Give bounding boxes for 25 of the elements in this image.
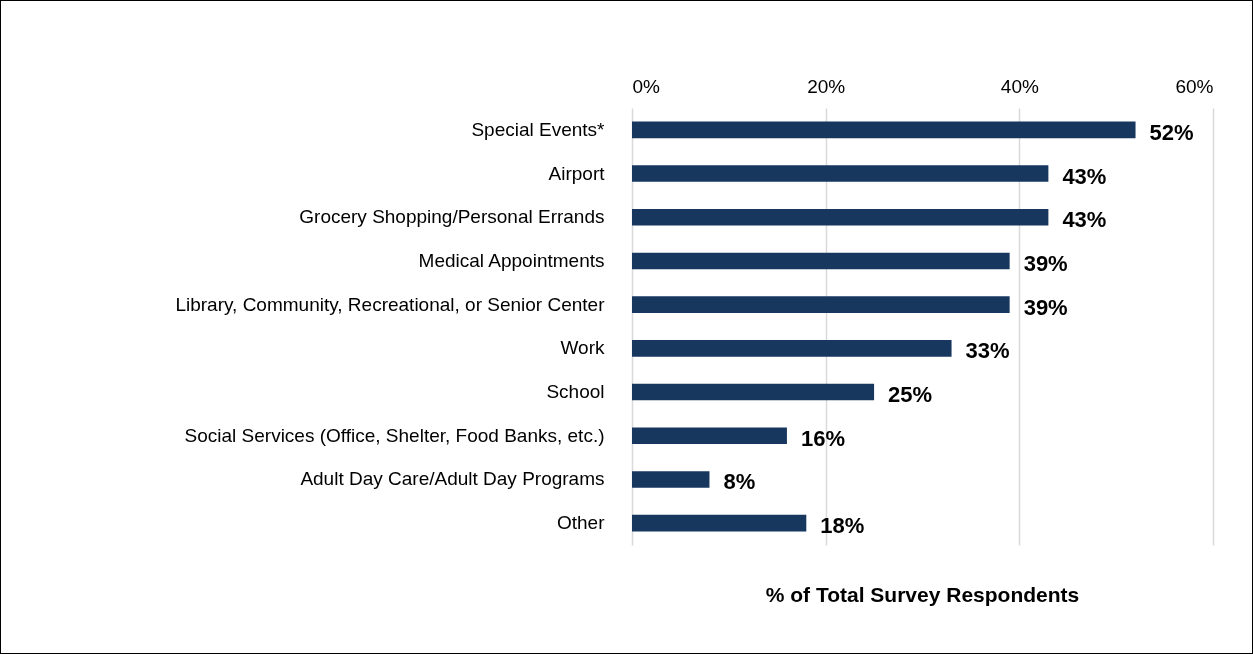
- data-label: 39%: [1023, 294, 1068, 320]
- y-tick-label: Social Services (Office, Shelter, Food Banks, etc.): [184, 424, 605, 446]
- y-tick-label: Airport: [548, 162, 606, 184]
- data-label: 39%: [1023, 250, 1068, 276]
- y-tick-label: Library, Community, Recreational, or Senior Center: [175, 293, 606, 315]
- data-label: 18%: [820, 513, 865, 539]
- data-label: 25%: [888, 382, 933, 408]
- y-tick-label: Other: [556, 512, 606, 534]
- data-label: 43%: [1062, 207, 1107, 233]
- y-tick-label: Work: [560, 337, 605, 359]
- data-label: 33%: [965, 338, 1010, 364]
- x-tick-label: 20%: [807, 75, 846, 97]
- y-tick-label: Adult Day Care/Adult Day Programs: [300, 468, 605, 490]
- x-axis-title: % of Total Survey Respondents: [765, 583, 1080, 606]
- data-label: 43%: [1062, 163, 1107, 189]
- data-label: 16%: [800, 425, 845, 451]
- y-tick-label: Medical Appointments: [418, 249, 605, 271]
- data-label: 8%: [723, 469, 756, 495]
- x-tick-label: 0%: [632, 75, 661, 97]
- y-tick-label: Special Events*: [471, 118, 606, 140]
- y-tick-label: Grocery Shopping/Personal Errands: [299, 206, 605, 228]
- x-tick-label: 60%: [1175, 75, 1214, 97]
- y-tick-label: School: [546, 381, 605, 403]
- data-label: 52%: [1149, 119, 1194, 145]
- x-tick-label: 40%: [1000, 75, 1039, 97]
